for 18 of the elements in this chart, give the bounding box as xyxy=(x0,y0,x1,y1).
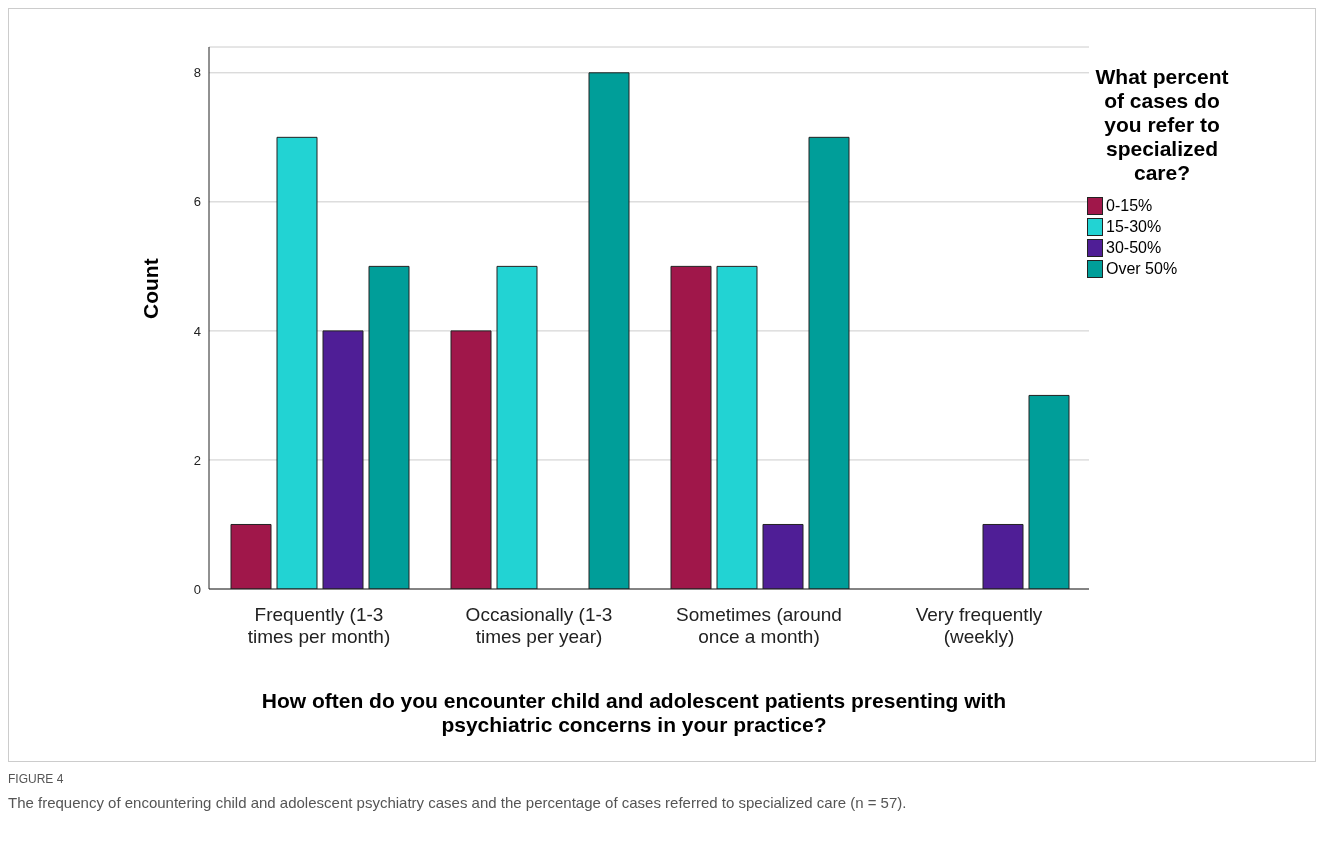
legend-label: Over 50% xyxy=(1105,258,1179,279)
legend-title: What percent of cases do you refer to specialized care? xyxy=(1094,65,1230,185)
x-tick-label: Frequently (1-3 times per month) xyxy=(247,604,391,647)
legend-label: 30-50% xyxy=(1105,237,1163,258)
y-tick-label: 8 xyxy=(193,65,201,81)
x-tick-label: Very frequently (weekly) xyxy=(915,604,1043,647)
text: The frequency of encountering child and adolescent psychiatry cases and the percentage of cases referred to specialized care (n = 57). xyxy=(8,794,908,811)
legend-label: 15-30% xyxy=(1105,216,1163,237)
legend-label: 0-15% xyxy=(1105,195,1154,216)
y-tick-label: 4 xyxy=(193,323,201,339)
caption: FIGURE 4 xyxy=(8,772,65,786)
x-tick-label: Sometimes (around once a month) xyxy=(676,604,842,647)
y-tick-label: 6 xyxy=(193,194,201,210)
y-tick-label: 0 xyxy=(193,581,201,597)
y-tick-label: 2 xyxy=(193,452,201,468)
y-axis-title: Count xyxy=(139,258,163,319)
x-axis-title: How often do you encounter child and adolescent patients presenting with psychiatric concerns in your practice? xyxy=(260,689,1008,737)
x-tick-label: Occasionally (1-3 times per year) xyxy=(465,604,613,647)
